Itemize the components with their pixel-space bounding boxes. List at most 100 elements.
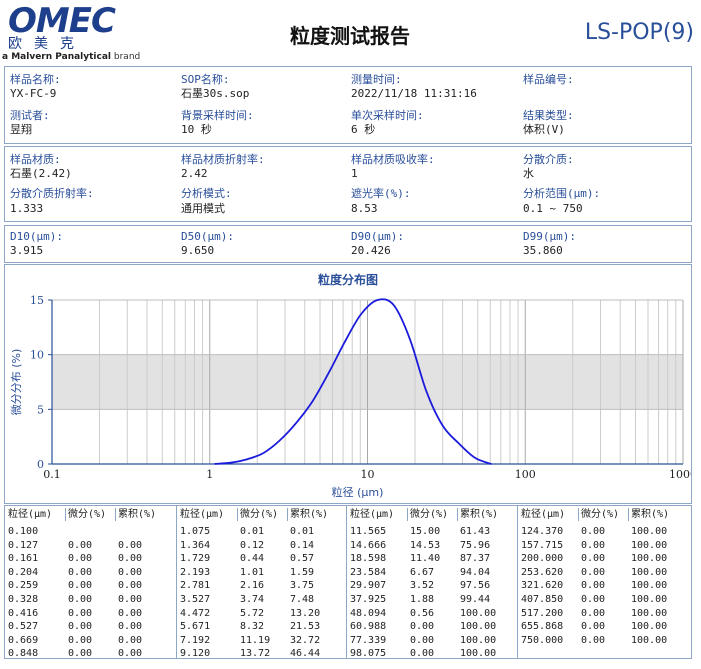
chart-data-point (360, 313, 362, 315)
d50-value: 9.650 (181, 244, 215, 257)
table-cell: 0.00 (410, 648, 435, 660)
chart-y-axis-label: 微分分布 (%) (9, 349, 23, 416)
analysis-mode-value: 通用模式 (181, 202, 225, 215)
single-sample-time-value: 6 秒 (351, 123, 376, 136)
analysis-range-value: 0.1 ~ 750 (523, 202, 583, 215)
chart-data-point (474, 457, 476, 459)
table-header-separator (578, 508, 579, 521)
table-cell: 61.43 (460, 526, 491, 537)
table-cell: 0.669 (8, 634, 39, 646)
chart-data-point (425, 390, 427, 392)
d10-label: D10(μm): (10, 230, 63, 243)
bg-sample-time-label: 背景采样时间: (181, 109, 254, 122)
material-refractive-index-value: 2.42 (181, 167, 208, 180)
table-cell: 21.53 (290, 621, 321, 633)
table-cell: 14.666 (350, 539, 387, 551)
table-cell: 100.00 (631, 526, 668, 537)
table-column-group: 粒径(μm) 微分(%) 累积(%) 0.100 0.127 0.00 0.00 0.161 0… (5, 506, 176, 660)
d50-label: D50(μm): (181, 230, 234, 243)
table-header-cell: 微分(%) (240, 509, 279, 520)
table-cell: 29.907 (350, 580, 387, 592)
chart-data-point (246, 458, 248, 460)
bg-sample-time-value: 10 秒 (181, 123, 212, 136)
table-cell: 0.00 (118, 580, 143, 592)
table-cell: 100.00 (460, 634, 497, 646)
table-cell: 0.00 (581, 566, 606, 578)
table-cell: 1.075 (180, 526, 211, 537)
logo-subtitle-brand: a Malvern Panalytical (2, 52, 112, 62)
table-cell: 87.37 (460, 553, 491, 565)
table-cell: 7.192 (180, 634, 211, 646)
d10-value: 3.915 (10, 244, 44, 257)
table-cell: 0.848 (8, 648, 39, 660)
d99-label: D99(μm): (523, 230, 576, 243)
table-cell: 0.01 (240, 526, 265, 537)
table-cell: 1.01 (240, 566, 265, 578)
chart-y-tick-label: 10 (30, 349, 44, 362)
table-cell: 0.00 (581, 580, 606, 592)
table-cell: 9.120 (180, 648, 211, 660)
chart-x-tick-label: 1 (206, 468, 213, 481)
chart-data-point (262, 452, 265, 454)
chart-y-tick-label: 15 (30, 294, 44, 307)
sample-info-panel: 样品名称: YX-FC-9 SOP名称: 石墨30s.sop 测量时间: 202… (4, 66, 692, 144)
table-cell: 37.925 (350, 594, 387, 605)
table-cell: 11.40 (410, 553, 441, 565)
logo-subtitle-suffix: brand (113, 52, 141, 62)
table-cell: 14.53 (410, 539, 441, 551)
table-cell: 75.96 (460, 539, 491, 551)
logo-chinese-text: 欧美克 (8, 36, 86, 52)
table-cell: 100.00 (631, 634, 668, 646)
table-cell: 407.850 (521, 594, 564, 605)
table-cell: 3.527 (180, 594, 211, 605)
table-cell: 13.72 (240, 648, 271, 660)
dispersant-label: 分散介质: (523, 153, 574, 166)
table-cell: 2.781 (180, 580, 211, 592)
chart-series-line (214, 298, 492, 465)
table-cell: 100.00 (631, 539, 668, 551)
table-cell: 0.00 (68, 634, 93, 646)
chart-data-point (409, 338, 411, 340)
table-cell: 0.00 (118, 566, 143, 578)
table-cell: 655.868 (521, 621, 564, 633)
table-header-separator (407, 508, 408, 521)
table-cell: 0.416 (8, 607, 39, 619)
chart-data-point (311, 400, 313, 403)
table-cell: 7.48 (290, 594, 315, 605)
table-header-cell: 微分(%) (581, 509, 620, 520)
table-header-cell: 粒径(μm) (8, 509, 53, 520)
result-type-value: 体积(V) (523, 123, 565, 136)
table-cell: 0.527 (8, 621, 39, 633)
table-cell: 0.00 (118, 594, 143, 605)
analysis-range-label: 分析范围(μm): (523, 187, 601, 200)
table-cell: 48.094 (350, 607, 387, 619)
table-cell: 0.00 (581, 526, 606, 537)
table-cell: 0.00 (410, 634, 435, 646)
table-cell: 99.44 (460, 594, 491, 605)
obscuration-value: 8.53 (351, 202, 378, 215)
table-cell: 2.193 (180, 566, 211, 578)
table-cell: 0.00 (581, 539, 606, 551)
table-header-cell: 粒径(μm) (521, 509, 566, 520)
table-cell: 0.00 (68, 580, 93, 592)
tester-value: 昱翔 (10, 123, 32, 136)
chart-y-tick-label: 5 (37, 403, 44, 416)
table-cell: 2.16 (240, 580, 265, 592)
particle-size-table: 粒径(μm) 微分(%) 累积(%) 0.100 0.127 0.00 0.00 0.161 0… (4, 505, 692, 659)
table-cell: 60.988 (350, 621, 387, 633)
table-cell: 0.00 (581, 621, 606, 633)
table-header-separator (457, 508, 458, 521)
obscuration-label: 遮光率(%): (351, 187, 411, 200)
table-cell: 1.88 (410, 594, 435, 605)
table-cell: 0.00 (68, 648, 93, 660)
d90-label: D90(μm): (351, 230, 404, 243)
table-cell: 1.729 (180, 553, 211, 565)
table-header-separator (115, 508, 116, 521)
table-cell: 124.370 (521, 526, 564, 537)
sample-name-value: YX-FC-9 (10, 87, 57, 100)
table-cell: 750.000 (521, 634, 564, 646)
chart-data-point (376, 299, 379, 301)
table-cell: 0.00 (118, 539, 143, 551)
